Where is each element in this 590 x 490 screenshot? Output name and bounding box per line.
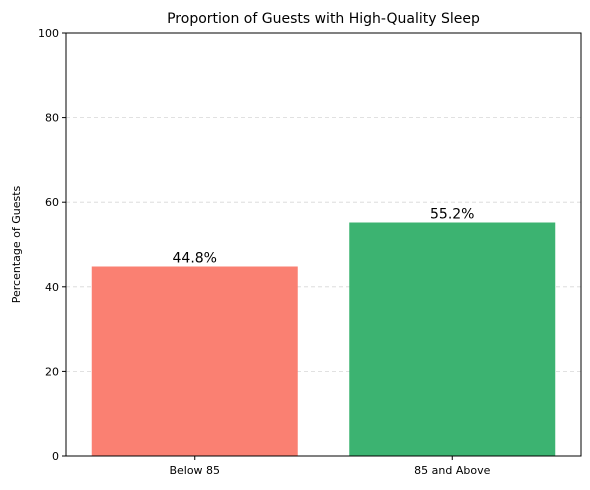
y-tick-label: 0	[52, 450, 59, 463]
data-label: 55.2%	[430, 207, 474, 223]
bar	[91, 266, 298, 456]
data-label: 44.8%	[173, 250, 217, 266]
y-tick-label: 40	[45, 281, 59, 294]
y-tick-label: 60	[45, 196, 59, 209]
bar	[349, 222, 556, 456]
x-axis-ticks: Below 85 85 and Above	[169, 456, 491, 477]
data-labels: 44.8% 55.2%	[173, 207, 475, 267]
y-tick-label: 80	[45, 112, 59, 125]
plot-frame	[65, 32, 582, 457]
chart-title: Proportion of Guests with High-Quality S…	[167, 11, 480, 27]
y-tick-label: 20	[45, 365, 59, 378]
bars	[91, 222, 556, 456]
y-axis-label: Percentage of Guests	[10, 185, 23, 303]
y-axis-ticks: 0 20 40 60 80 100	[38, 27, 66, 463]
x-tick-label: 85 and Above	[414, 464, 490, 477]
y-tick-label: 100	[38, 27, 59, 40]
x-tick-label: Below 85	[169, 464, 220, 477]
